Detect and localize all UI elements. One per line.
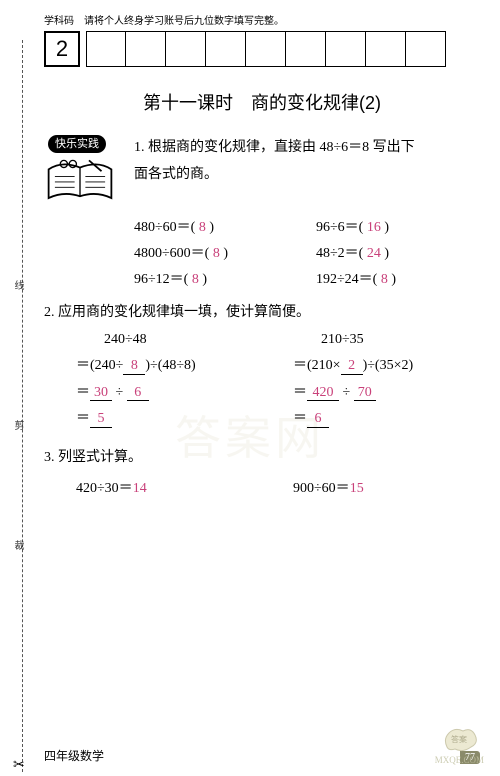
expr: ＝	[76, 385, 90, 400]
paren: )	[209, 220, 214, 235]
expr: 420÷30＝	[76, 481, 133, 496]
expr: ＝(210×	[293, 358, 341, 373]
header-instruction-row: 学科码 请将个人终身学习账号后九位数字填写完整。	[44, 12, 480, 27]
q3-right: 900÷60＝15	[293, 476, 480, 503]
expr: ＝(240÷	[76, 358, 123, 373]
expr: 4800÷600＝(	[134, 246, 209, 261]
expr: 96÷6＝(	[316, 220, 363, 235]
digit-cell[interactable]	[86, 31, 126, 67]
expr: 240÷48	[104, 332, 147, 347]
digit-cell[interactable]	[366, 31, 406, 67]
expr: ÷	[116, 385, 124, 400]
paren: )	[223, 246, 228, 261]
expr: 96÷12＝(	[134, 272, 188, 287]
answer: 8	[199, 220, 206, 235]
watermark-logo: 答案 MXQE.COM	[435, 725, 484, 766]
expr: 900÷60＝	[293, 481, 350, 496]
paren: )	[391, 272, 396, 287]
digit-cell[interactable]	[126, 31, 166, 67]
expr: ＝	[293, 385, 307, 400]
expr: ＝	[76, 411, 90, 426]
q1-item: 4800÷600＝( 8 )	[134, 242, 298, 262]
digit-cell[interactable]	[406, 31, 446, 67]
answer: 8	[213, 246, 220, 261]
expr: )÷(48÷8)	[145, 358, 195, 373]
answer: 8	[381, 272, 388, 287]
page-footer: 四年级数学 77	[44, 747, 480, 764]
q1-item: 96÷6＝( 16 )	[316, 216, 480, 236]
subject-code-label: 学科码	[44, 12, 74, 27]
digit-cell[interactable]	[286, 31, 326, 67]
answer: 420	[307, 385, 339, 401]
q1-item: 48÷2＝( 24 )	[316, 242, 480, 262]
answer: 5	[90, 411, 112, 427]
expr: ＝	[293, 411, 307, 426]
answer: 70	[354, 385, 376, 401]
answer: 8	[123, 358, 145, 374]
q2-right: 210÷35 ＝(210×2)÷(35×2) ＝420 ÷ 70 ＝6	[293, 327, 480, 433]
expr: 48÷2＝(	[316, 246, 363, 261]
q3-left: 420÷30＝14	[76, 476, 263, 503]
expr: )÷(35×2)	[363, 358, 414, 373]
q1-item: 192÷24＝( 8 )	[316, 268, 480, 288]
answer: 30	[90, 385, 112, 401]
q1-answers-grid: 480÷60＝( 8 ) 96÷6＝( 16 ) 4800÷600＝( 8 ) …	[134, 216, 480, 288]
answer: 6	[307, 411, 329, 427]
paren: )	[202, 272, 207, 287]
practice-badge: 快乐实践	[48, 135, 106, 153]
answer: 16	[367, 220, 381, 235]
subject-code-box: 2	[44, 31, 80, 67]
expr: 192÷24＝(	[316, 272, 377, 287]
digit-cell[interactable]	[166, 31, 206, 67]
expr: 480÷60＝(	[134, 220, 195, 235]
digit-cell[interactable]	[246, 31, 286, 67]
expr: 210÷35	[321, 332, 364, 347]
code-entry-row: 2	[44, 31, 480, 67]
answer: 6	[127, 385, 149, 401]
q1-item: 96÷12＝( 8 )	[134, 268, 298, 288]
account-digit-grid[interactable]	[86, 31, 446, 67]
q2-left: 240÷48 ＝(240÷8)÷(48÷8) ＝30 ÷ 6 ＝5	[76, 327, 263, 433]
q1-prompt-line1: 1. 根据商的变化规律，直接由 48÷6＝8 写出下	[134, 135, 480, 162]
book-icon	[44, 155, 116, 207]
answer: 15	[350, 481, 364, 496]
lesson-title: 第十一课时 商的变化规律(2)	[44, 89, 480, 115]
q3-prompt: 3. 列竖式计算。	[44, 445, 480, 472]
q1-item: 480÷60＝( 8 )	[134, 216, 298, 236]
answer: 8	[192, 272, 199, 287]
grade-label: 四年级数学	[44, 747, 104, 764]
svg-text:答案: 答案	[451, 734, 467, 744]
expr: ÷	[343, 385, 351, 400]
question-3: 3. 列竖式计算。 420÷30＝14 900÷60＝15	[44, 445, 480, 502]
fill-instruction: 请将个人终身学习账号后九位数字填写完整。	[84, 12, 284, 27]
digit-cell[interactable]	[206, 31, 246, 67]
watermark-url: MXQE.COM	[435, 756, 484, 766]
question-1: 快乐实践 1. 根据商的变化规律，直接由 48÷6＝8 写出下 面各式的商。	[44, 135, 480, 212]
paren: )	[384, 246, 389, 261]
question-2: 2. 应用商的变化规律填一填，使计算简便。 240÷48 ＝(240÷8)÷(4…	[44, 300, 480, 433]
q1-prompt-line2: 面各式的商。	[134, 162, 480, 189]
q2-prompt: 2. 应用商的变化规律填一填，使计算简便。	[44, 300, 480, 327]
paren: )	[384, 220, 389, 235]
answer: 2	[341, 358, 363, 374]
answer: 14	[133, 481, 147, 496]
digit-cell[interactable]	[326, 31, 366, 67]
answer: 24	[367, 246, 381, 261]
